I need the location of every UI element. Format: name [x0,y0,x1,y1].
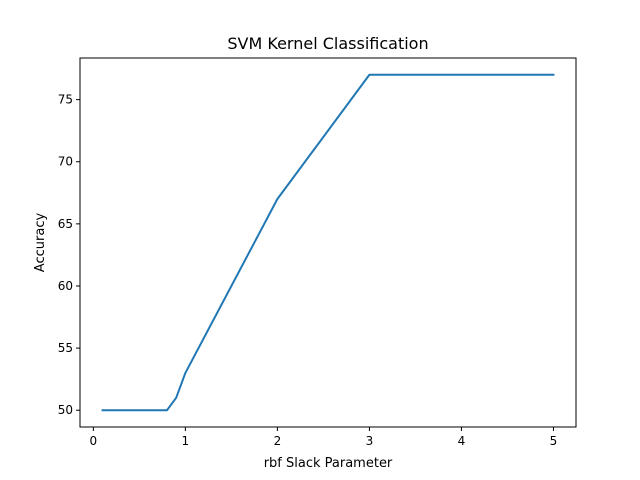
x-tick-label: 4 [458,434,466,448]
series-line [101,73,555,412]
x-tick-label: 0 [90,434,98,448]
x-tick-label: 3 [366,434,374,448]
x-tick-label: 1 [182,434,190,448]
y-tick-label: 50 [58,403,73,417]
x-tick-label: 2 [274,434,282,448]
y-tick-label: 65 [58,217,73,231]
y-axis-label: Accuracy [33,213,48,273]
x-tick-label: 5 [550,434,558,448]
chart-title: SVM Kernel Classification [227,34,428,53]
y-tick-label: 70 [58,155,73,169]
x-axis-label: rbf Slack Parameter [264,456,393,471]
y-tick-label: 55 [58,341,73,355]
y-tick-label: 75 [58,93,73,107]
axes-frame [79,57,577,428]
y-tick-label: 60 [58,279,73,293]
plot-area [101,73,555,412]
